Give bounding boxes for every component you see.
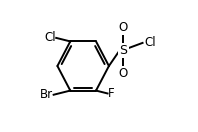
Text: O: O [119,21,128,34]
Text: S: S [119,44,128,57]
Text: Br: Br [40,88,53,101]
Text: F: F [108,87,115,100]
Text: O: O [119,67,128,80]
Text: Cl: Cl [44,31,56,44]
Text: Cl: Cl [145,36,156,49]
